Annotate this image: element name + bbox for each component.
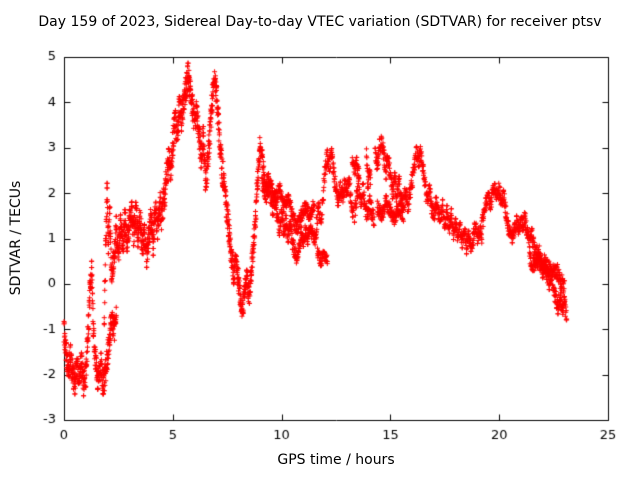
y-axis-label: SDTVAR / TECUs — [8, 180, 24, 296]
chart-title: Day 159 of 2023, Sidereal Day-to-day VTE… — [38, 14, 602, 30]
x-axis-label: GPS time / hours — [277, 452, 395, 468]
